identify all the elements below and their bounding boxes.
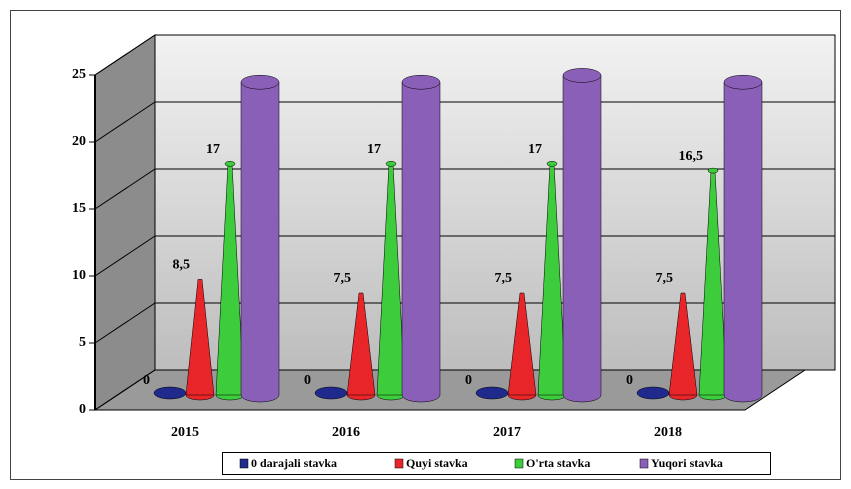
grid-line xyxy=(94,235,156,277)
legend-label: Yuqori stavka xyxy=(651,456,723,470)
grid-line xyxy=(94,369,156,411)
cone-top xyxy=(224,161,236,167)
value-label: 7,5 xyxy=(334,271,352,286)
grid-line xyxy=(94,168,156,210)
legend-swatch xyxy=(514,458,524,469)
grid-line xyxy=(94,101,156,143)
cone-top xyxy=(707,167,719,174)
value-label: 7,5 xyxy=(495,271,513,286)
legend-swatch xyxy=(394,458,404,469)
value-label: 0 xyxy=(143,373,150,388)
value-label: 7,5 xyxy=(656,271,674,286)
cone xyxy=(507,292,537,396)
disc xyxy=(153,386,187,400)
legend-label: 0 darajali stavka xyxy=(251,456,337,470)
legend-box xyxy=(222,452,771,475)
cylinder-top xyxy=(401,74,441,90)
y-tick-label: 25 xyxy=(72,67,86,82)
y-tick-label: 10 xyxy=(72,268,86,283)
y-tick-label: 5 xyxy=(79,335,86,350)
value-label: 17 xyxy=(528,142,542,157)
x-tick-label: 2016 xyxy=(332,425,360,440)
x-tick-label: 2015 xyxy=(171,425,199,440)
legend-label: O'rta stavka xyxy=(526,456,590,470)
grid-line xyxy=(94,302,156,344)
value-label: 16,5 xyxy=(679,149,704,164)
cone xyxy=(185,279,215,396)
y-tick-label: 20 xyxy=(72,134,86,149)
disc xyxy=(314,386,348,400)
disc xyxy=(636,386,670,400)
side-wall xyxy=(94,34,156,411)
cylinder xyxy=(240,81,280,403)
x-tick-label: 2018 xyxy=(654,425,682,440)
cylinder xyxy=(562,75,602,403)
x-tick-label: 2017 xyxy=(493,425,521,440)
value-label: 0 xyxy=(465,373,472,388)
value-label: 17 xyxy=(367,142,381,157)
cone xyxy=(346,292,376,396)
cone-top xyxy=(385,161,397,167)
cylinder-top xyxy=(723,74,763,90)
cylinder-top xyxy=(562,68,602,83)
value-label: 0 xyxy=(626,373,633,388)
grid-line xyxy=(94,34,156,76)
legend-label: Quyi stavka xyxy=(406,456,468,470)
cone xyxy=(668,292,698,396)
cylinder xyxy=(401,81,441,403)
cylinder xyxy=(723,81,763,403)
y-tick-label: 0 xyxy=(79,402,86,417)
cone-top xyxy=(546,161,558,167)
value-label: 0 xyxy=(304,373,311,388)
cylinder-top xyxy=(240,74,280,90)
legend-swatch xyxy=(639,458,649,469)
y-tick-label: 15 xyxy=(72,201,86,216)
value-label: 8,5 xyxy=(173,258,191,273)
disc xyxy=(475,386,509,400)
legend-swatch xyxy=(239,458,249,469)
value-label: 17 xyxy=(206,142,220,157)
